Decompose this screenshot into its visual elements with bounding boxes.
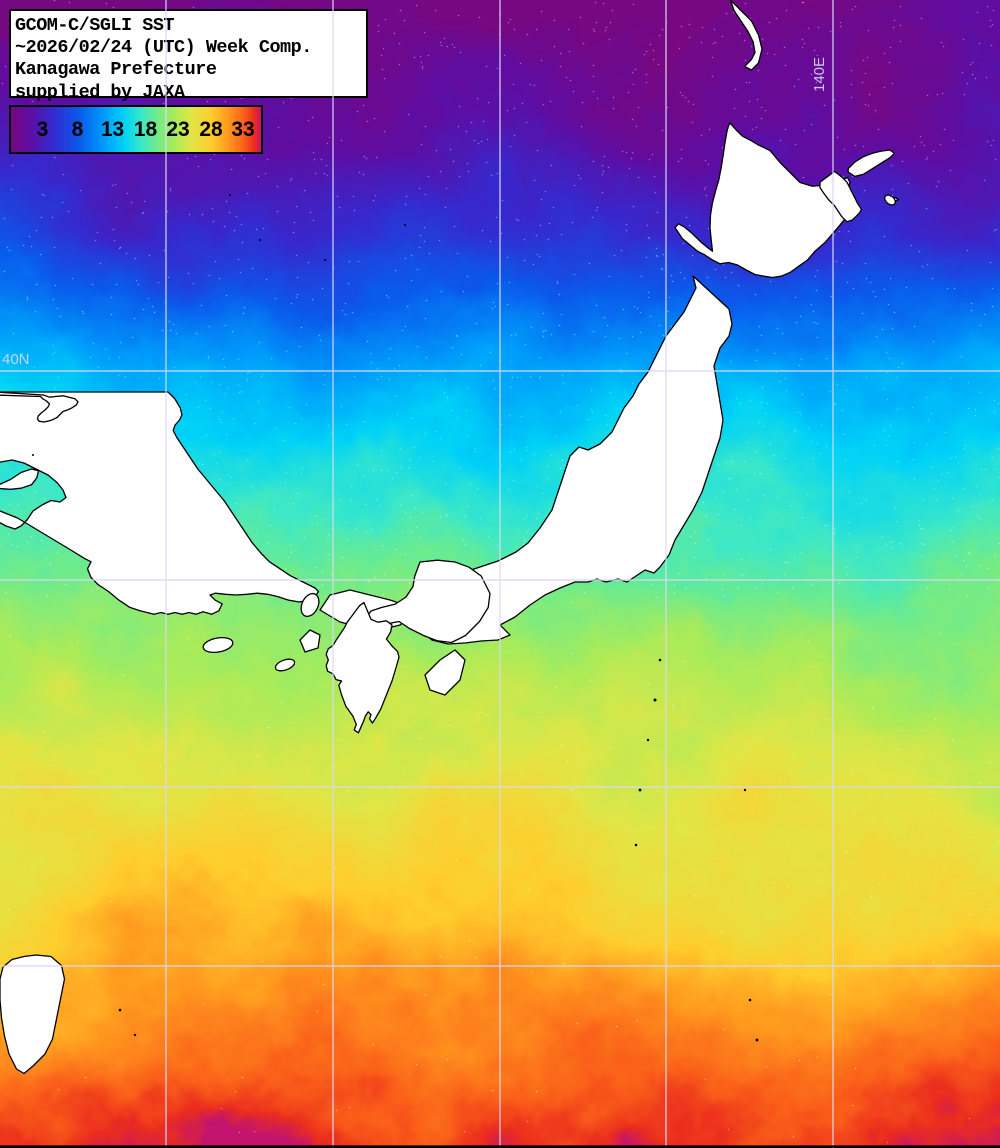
svg-text:40N: 40N xyxy=(2,351,30,368)
svg-text:140E: 140E xyxy=(811,57,828,92)
